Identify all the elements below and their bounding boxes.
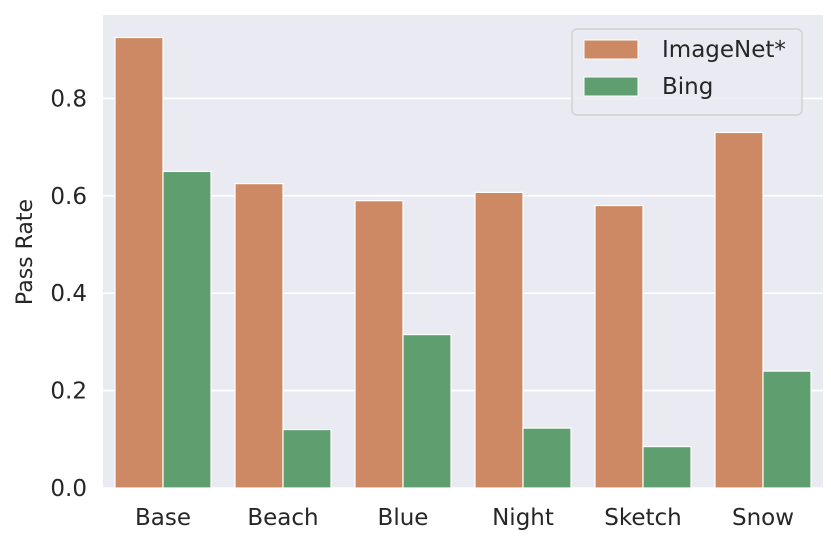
grid-lines [103,97,823,489]
x-tick-label: Blue [378,505,429,531]
bar-bing-blue [402,333,452,489]
bar-bing-night [522,427,572,489]
y-tick-label: 0.8 [50,86,87,112]
y-tick-label: 0.4 [50,281,87,307]
bar-imagenet-blue [354,200,404,489]
bar-imagenet-snow [714,131,764,489]
y-tick-label: 0.0 [50,476,87,502]
legend-label: ImageNet* [662,37,786,63]
bar-bing-snow [762,370,812,489]
y-tick-label: 0.6 [50,184,87,210]
bar-imagenet-base [114,36,164,489]
bar-imagenet-sketch [594,204,644,489]
y-axis-label: Pass Rate [13,199,38,305]
bar-bing-base [162,170,212,489]
bars [114,36,812,489]
x-tick-label: Base [135,505,191,531]
x-tick-label: Night [492,505,554,531]
x-tick-label: Sketch [604,505,682,531]
legend: ImageNet* Bing [571,28,803,116]
bar-imagenet-beach [234,183,284,489]
legend-swatch [583,39,639,60]
x-tick-label: Snow [732,505,794,531]
x-tick-label: Beach [247,505,318,531]
legend-swatch [583,76,639,97]
legend-label: Bing [662,74,713,100]
x-tick-labels: Base Beach Blue Night Sketch Snow [135,505,794,531]
y-tick-labels: 0.0 0.2 0.4 0.6 0.8 [50,86,87,502]
bar-bing-beach [282,428,332,489]
bar-imagenet-night [474,191,524,489]
bar-bing-sketch [642,446,692,489]
y-tick-label: 0.2 [50,379,87,405]
